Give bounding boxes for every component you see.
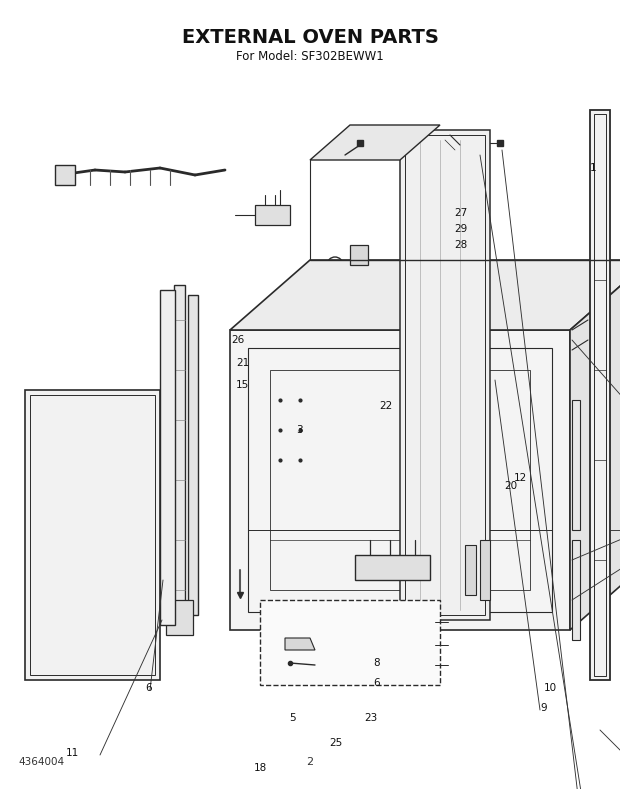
Text: 27: 27 [454, 208, 467, 218]
Polygon shape [355, 555, 430, 580]
Text: 4364004: 4364004 [18, 757, 64, 767]
Text: 6: 6 [145, 683, 152, 693]
Polygon shape [230, 330, 570, 630]
Text: 22: 22 [379, 401, 392, 411]
Polygon shape [230, 260, 620, 330]
Text: 23: 23 [364, 713, 377, 723]
Text: 2: 2 [306, 757, 314, 767]
Polygon shape [285, 638, 315, 650]
Polygon shape [570, 260, 620, 630]
Text: For Model: SF302BEWW1: For Model: SF302BEWW1 [236, 50, 384, 63]
Text: ©ReplacementParts.com: ©ReplacementParts.com [245, 465, 375, 475]
Text: 20: 20 [504, 481, 517, 491]
Polygon shape [480, 540, 490, 600]
Text: 5: 5 [289, 713, 296, 723]
Text: 9: 9 [540, 703, 547, 713]
Text: 10: 10 [544, 683, 557, 693]
Text: 29: 29 [454, 224, 467, 234]
Polygon shape [166, 600, 193, 635]
Polygon shape [260, 600, 440, 685]
Polygon shape [174, 285, 185, 620]
Polygon shape [255, 205, 290, 225]
Text: 26: 26 [231, 335, 244, 345]
Circle shape [488, 363, 512, 387]
Polygon shape [400, 130, 490, 620]
Polygon shape [465, 545, 476, 595]
Text: 11: 11 [66, 748, 79, 758]
Text: 3: 3 [296, 425, 303, 435]
Text: 12: 12 [514, 473, 527, 483]
Polygon shape [55, 165, 75, 185]
Polygon shape [310, 125, 440, 160]
Polygon shape [572, 540, 580, 640]
Polygon shape [350, 245, 368, 265]
Text: 6: 6 [373, 678, 379, 688]
Text: EXTERNAL OVEN PARTS: EXTERNAL OVEN PARTS [182, 28, 438, 47]
Polygon shape [25, 390, 160, 680]
Polygon shape [188, 295, 198, 615]
Text: 18: 18 [254, 763, 267, 773]
Polygon shape [590, 110, 610, 680]
Text: 25: 25 [329, 738, 342, 748]
Text: 28: 28 [454, 240, 467, 250]
Text: 21: 21 [236, 358, 249, 368]
Text: 8: 8 [373, 658, 379, 668]
Polygon shape [160, 290, 175, 625]
Text: 15: 15 [236, 380, 249, 390]
Circle shape [289, 616, 301, 628]
Polygon shape [572, 400, 580, 530]
Text: 1: 1 [590, 163, 596, 173]
Circle shape [238, 555, 248, 565]
